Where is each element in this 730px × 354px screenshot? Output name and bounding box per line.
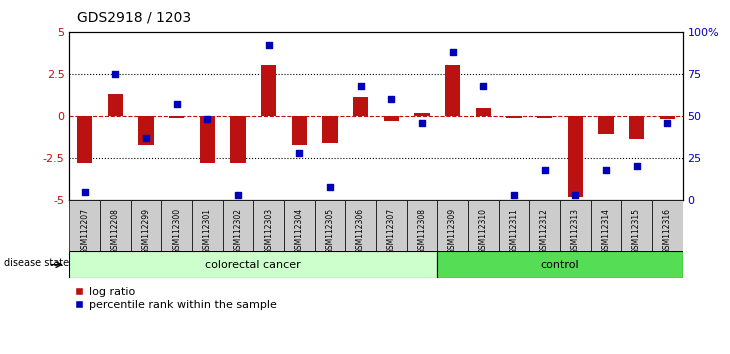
Bar: [445, 65, 461, 116]
Text: GSM112316: GSM112316: [663, 208, 672, 254]
Text: GSM112312: GSM112312: [540, 208, 549, 253]
Bar: [139, 116, 154, 144]
Bar: [537, 116, 553, 118]
Point: [385, 96, 397, 102]
Bar: [323, 116, 337, 143]
Bar: [384, 116, 399, 121]
Bar: [560, 200, 591, 251]
Legend: log ratio, percentile rank within the sample: log ratio, percentile rank within the sa…: [75, 287, 277, 310]
Bar: [261, 65, 276, 116]
Bar: [629, 116, 645, 139]
Bar: [376, 200, 407, 251]
Bar: [591, 200, 621, 251]
Text: GSM112208: GSM112208: [111, 208, 120, 253]
Bar: [315, 200, 345, 251]
Text: colorectal cancer: colorectal cancer: [205, 259, 301, 270]
Bar: [223, 200, 253, 251]
Bar: [100, 200, 131, 251]
Bar: [660, 116, 675, 119]
Text: GSM112301: GSM112301: [203, 208, 212, 254]
Bar: [437, 251, 683, 278]
Point: [447, 49, 458, 55]
Point: [110, 71, 121, 77]
Bar: [621, 200, 652, 251]
Point: [477, 83, 489, 88]
Point: [600, 167, 612, 173]
Point: [569, 192, 581, 198]
Text: GSM112299: GSM112299: [142, 208, 150, 254]
Text: GDS2918 / 1203: GDS2918 / 1203: [77, 11, 191, 25]
Point: [539, 167, 550, 173]
Text: disease state: disease state: [4, 258, 69, 268]
Bar: [345, 200, 376, 251]
Bar: [69, 251, 437, 278]
Bar: [77, 116, 92, 163]
Point: [324, 184, 336, 189]
Bar: [499, 200, 529, 251]
Text: GSM112305: GSM112305: [326, 208, 334, 254]
Point: [171, 101, 182, 107]
Point: [232, 192, 244, 198]
Text: GSM112303: GSM112303: [264, 208, 273, 254]
Text: GSM112306: GSM112306: [356, 208, 365, 254]
Bar: [131, 200, 161, 251]
Point: [201, 116, 213, 122]
Text: GSM112307: GSM112307: [387, 208, 396, 254]
Point: [631, 164, 642, 169]
Bar: [507, 116, 521, 118]
Point: [355, 83, 366, 88]
Bar: [476, 108, 491, 116]
Text: GSM112313: GSM112313: [571, 208, 580, 254]
Text: GSM112309: GSM112309: [448, 208, 457, 254]
Text: GSM112310: GSM112310: [479, 208, 488, 254]
Point: [661, 120, 673, 126]
Point: [508, 192, 520, 198]
Text: GSM112304: GSM112304: [295, 208, 304, 254]
Bar: [192, 200, 223, 251]
Bar: [599, 116, 614, 135]
Text: GSM112314: GSM112314: [602, 208, 610, 254]
Bar: [568, 116, 583, 197]
Bar: [253, 200, 284, 251]
Text: control: control: [541, 259, 579, 270]
Text: GSM112302: GSM112302: [234, 208, 242, 254]
Text: GSM112207: GSM112207: [80, 208, 89, 254]
Point: [140, 135, 152, 141]
Bar: [161, 200, 192, 251]
Bar: [407, 200, 437, 251]
Bar: [291, 116, 307, 144]
Point: [293, 150, 305, 156]
Point: [416, 120, 428, 126]
Bar: [231, 116, 245, 163]
Bar: [200, 116, 215, 163]
Bar: [169, 116, 184, 118]
Bar: [529, 200, 560, 251]
Point: [79, 189, 91, 194]
Bar: [284, 200, 315, 251]
Text: GSM112300: GSM112300: [172, 208, 181, 254]
Bar: [108, 94, 123, 116]
Text: GSM112311: GSM112311: [510, 208, 518, 253]
Bar: [353, 97, 369, 116]
Text: GSM112308: GSM112308: [418, 208, 426, 254]
Bar: [468, 200, 499, 251]
Point: [263, 42, 274, 48]
Bar: [69, 200, 100, 251]
Bar: [415, 113, 429, 116]
Bar: [437, 200, 468, 251]
Text: GSM112315: GSM112315: [632, 208, 641, 254]
Bar: [652, 200, 683, 251]
